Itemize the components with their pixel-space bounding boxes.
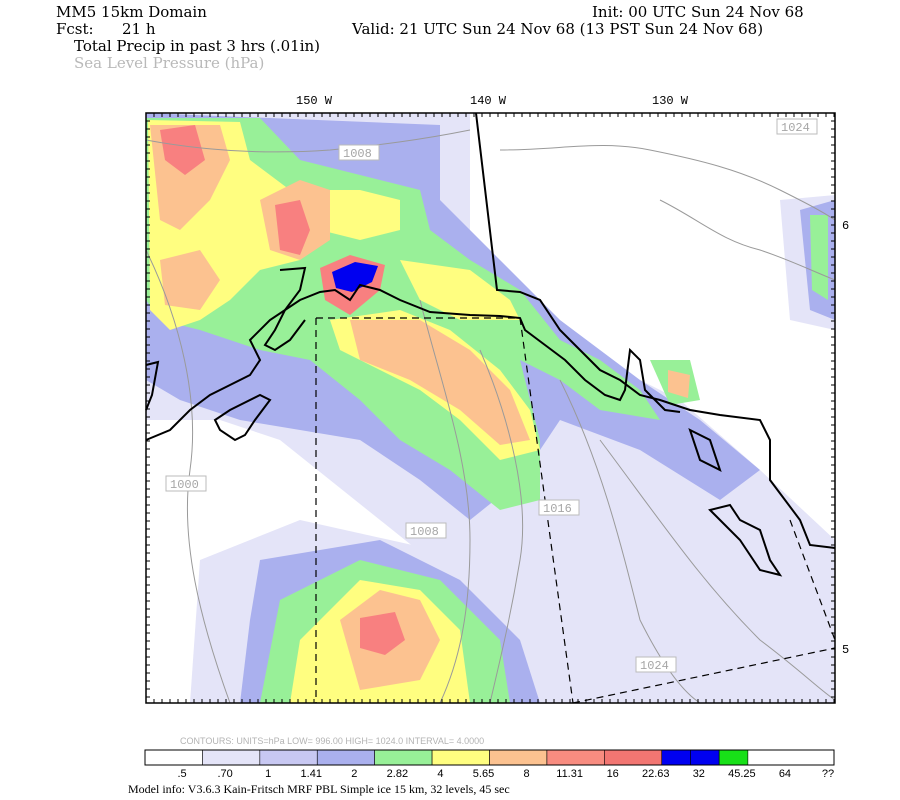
pressure-label: 1008 [405,522,447,539]
svg-text:1008: 1008 [410,525,439,539]
colorbar-cell [604,749,663,766]
pressure-label: 1024 [635,656,677,673]
colorbar-cell [431,749,490,766]
colorbar-cell [661,749,691,766]
svg-text:1008: 1008 [343,147,372,161]
forecast-hours: 21 h [122,20,156,38]
colorbar-label: 5.65 [473,768,494,780]
longitude-label: 130 W [652,94,689,108]
colorbar-label: .70 [217,768,232,780]
pressure-label: 1024 [776,118,818,135]
colorbar-label: 11.31 [556,768,583,780]
colorbar-cell [144,749,203,766]
precip-shade-red [160,125,205,175]
colorbar-label: 16 [607,768,619,780]
colorbar-label: 8 [524,768,530,780]
colorbar-label: 1 [265,768,271,780]
colorbar-cell [259,749,318,766]
colorbar-outline [144,749,835,766]
pressure-label: 1008 [338,144,380,161]
colorbar-label: 45.25 [728,768,756,780]
precip-shade-green [810,215,828,300]
colorbar-label: .5 [177,768,186,780]
pressure-label: 1000 [165,475,207,492]
colorbar-label-group: .5 .70 1 1.41 2 2.82 4 5.65 8 11.31 16 22.63 32 45.25… [177,768,834,780]
colorbar-cell [374,749,433,766]
precip-field [146,113,835,703]
valid-time: Valid: 21 UTC Sun 24 Nov 68 (13 PST Sun … [352,20,764,38]
slp-field-title: Sea Level Pressure (hPa) [74,54,265,72]
domain-title: MM5 15km Domain [56,3,207,21]
precip-shade-blue [332,262,378,292]
colorbar-cell [316,749,375,766]
colorbar-label: 2 [351,768,357,780]
precip-colorbar [144,749,835,766]
colorbar-label: ?? [822,768,834,780]
colorbar-label: 22.63 [642,768,670,780]
colorbar-cell [718,749,749,766]
precip-shade-red [275,200,310,255]
init-time: Init: 00 UTC Sun 24 Nov 68 [592,3,804,21]
precip-shade-orange [160,250,220,310]
latitude-label: 6 [842,219,849,233]
longitude-label: 150 W [296,94,333,108]
colorbar-cell [546,749,605,766]
longitude-label: 140 W [470,94,507,108]
svg-text:1024: 1024 [640,659,669,673]
precip-shade-yellow [400,260,520,320]
svg-text:1000: 1000 [170,478,199,492]
colorbar-label: 2.82 [387,768,408,780]
colorbar-cell [202,749,261,766]
frame-ticks [145,112,835,703]
precip-shade-orange [350,320,530,445]
pressure-contours [146,129,835,703]
svg-text:1024: 1024 [781,121,810,135]
colorbar-cell [489,749,548,766]
model-info: Model info: V3.6.3 Kain-Fritsch MRF PBL … [128,782,510,796]
svg-text:1016: 1016 [543,502,572,516]
latitude-label: 5 [842,643,849,657]
forecast-label: Fcst: [56,20,94,38]
pressure-label-group: 1008 1024 1000 1008 1016 1024 [165,118,818,673]
precip-field-title: Total Precip in past 3 hrs (.01in) [74,37,321,55]
colorbar-label: 4 [437,768,443,780]
colorbar-label: 1.41 [301,768,322,780]
precip-shade-orange [668,370,690,398]
colorbar-cell [690,749,720,766]
contour-info: CONTOURS: UNITS=hPa LOW= 996.00 HIGH= 10… [180,736,484,746]
pressure-label: 1016 [538,499,580,516]
colorbar-label: 32 [693,768,705,780]
colorbar-label: 64 [779,768,791,780]
precip-shade-red [360,612,405,655]
coastline [145,112,836,577]
